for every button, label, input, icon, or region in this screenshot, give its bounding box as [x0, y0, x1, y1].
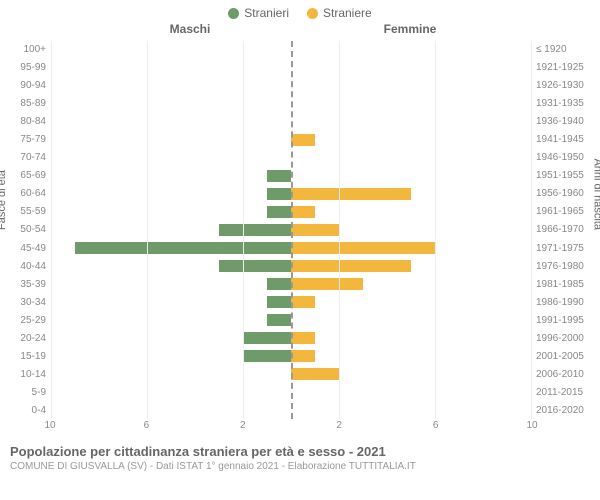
chart: Fasce di età Anni di nascita 100+95-9990…: [0, 40, 600, 420]
swatch-female: [307, 8, 318, 19]
y-axis-label-right: Anni di nascita: [592, 158, 600, 230]
bar-male: [243, 332, 291, 344]
age-tick: 45-49: [6, 239, 46, 257]
x-tick: 2: [240, 420, 246, 431]
gridline: [51, 41, 52, 419]
age-tick: 100+: [6, 40, 46, 58]
bar-male: [267, 314, 291, 326]
x-tick: 6: [433, 420, 439, 431]
age-tick: 95-99: [6, 58, 46, 76]
y-axis-label-left: Fasce di età: [0, 170, 8, 230]
gridline: [243, 41, 244, 419]
gridline: [435, 41, 436, 419]
x-tick: 10: [526, 420, 537, 431]
birth-tick: 1941-1945: [536, 130, 594, 148]
birth-tick: 1931-1935: [536, 94, 594, 112]
age-tick: 15-19: [6, 348, 46, 366]
age-tick: 65-69: [6, 167, 46, 185]
legend-item-male: Stranieri: [228, 6, 289, 20]
age-tick: 75-79: [6, 130, 46, 148]
age-tick: 5-9: [6, 384, 46, 402]
bar-male: [267, 170, 291, 182]
birth-tick: ≤ 1920: [536, 40, 594, 58]
gridline: [147, 41, 148, 419]
age-tick: 60-64: [6, 185, 46, 203]
y-axis-age: 100+95-9990-9485-8980-8475-7970-7465-696…: [6, 40, 50, 420]
bar-female: [291, 224, 339, 236]
header-male: Maschi: [80, 22, 300, 36]
birth-tick: 1996-2000: [536, 330, 594, 348]
header-female: Femmine: [300, 22, 520, 36]
birth-tick: 1966-1970: [536, 221, 594, 239]
birth-tick: 1976-1980: [536, 257, 594, 275]
age-tick: 30-34: [6, 293, 46, 311]
bar-female: [291, 350, 315, 362]
birth-tick: 1946-1950: [536, 149, 594, 167]
bar-male: [75, 242, 291, 254]
age-tick: 0-4: [6, 402, 46, 420]
legend-item-female: Straniere: [307, 6, 372, 20]
bar-female: [291, 188, 411, 200]
bar-female: [291, 242, 435, 254]
birth-tick: 1951-1955: [536, 167, 594, 185]
birth-tick: 2006-2010: [536, 366, 594, 384]
age-tick: 20-24: [6, 330, 46, 348]
birth-tick: 1936-1940: [536, 112, 594, 130]
birth-tick: 1971-1975: [536, 239, 594, 257]
bar-female: [291, 368, 339, 380]
legend-label-female: Straniere: [323, 6, 372, 20]
legend: Stranieri Straniere: [0, 0, 600, 22]
bar-female: [291, 134, 315, 146]
x-tick: 10: [44, 420, 55, 431]
center-line: [291, 41, 293, 419]
birth-tick: 1986-1990: [536, 293, 594, 311]
birth-tick: 1981-1985: [536, 275, 594, 293]
birth-tick: 1921-1925: [536, 58, 594, 76]
age-tick: 70-74: [6, 149, 46, 167]
y-axis-birth: ≤ 19201921-19251926-19301931-19351936-19…: [532, 40, 594, 420]
legend-label-male: Stranieri: [244, 6, 289, 20]
bar-female: [291, 278, 363, 290]
birth-tick: 1991-1995: [536, 311, 594, 329]
birth-tick: 2016-2020: [536, 402, 594, 420]
age-tick: 90-94: [6, 76, 46, 94]
bar-female: [291, 332, 315, 344]
bar-male: [267, 278, 291, 290]
birth-tick: 2011-2015: [536, 384, 594, 402]
x-axis: 10 6 2 2 6 10: [0, 420, 600, 438]
bar-male: [243, 350, 291, 362]
bar-male: [267, 296, 291, 308]
age-tick: 40-44: [6, 257, 46, 275]
plot-area: [50, 40, 532, 420]
bar-male: [219, 260, 291, 272]
age-tick: 85-89: [6, 94, 46, 112]
bar-male: [267, 206, 291, 218]
bar-female: [291, 296, 315, 308]
birth-tick: 2001-2005: [536, 348, 594, 366]
gridline: [531, 41, 532, 419]
bar-male: [219, 224, 291, 236]
gridline: [339, 41, 340, 419]
caption-subtitle: COMUNE DI GIUSVALLA (SV) - Dati ISTAT 1°…: [10, 461, 590, 472]
swatch-male: [228, 8, 239, 19]
x-tick: 6: [144, 420, 150, 431]
age-tick: 25-29: [6, 311, 46, 329]
birth-tick: 1961-1965: [536, 203, 594, 221]
bar-male: [267, 188, 291, 200]
column-headers: Maschi Femmine: [0, 22, 600, 40]
caption-title: Popolazione per cittadinanza straniera p…: [10, 444, 590, 459]
caption: Popolazione per cittadinanza straniera p…: [0, 438, 600, 472]
birth-tick: 1956-1960: [536, 185, 594, 203]
bar-female: [291, 260, 411, 272]
age-tick: 10-14: [6, 366, 46, 384]
age-tick: 55-59: [6, 203, 46, 221]
age-tick: 50-54: [6, 221, 46, 239]
age-tick: 35-39: [6, 275, 46, 293]
birth-tick: 1926-1930: [536, 76, 594, 94]
x-tick: 2: [336, 420, 342, 431]
age-tick: 80-84: [6, 112, 46, 130]
bar-female: [291, 206, 315, 218]
